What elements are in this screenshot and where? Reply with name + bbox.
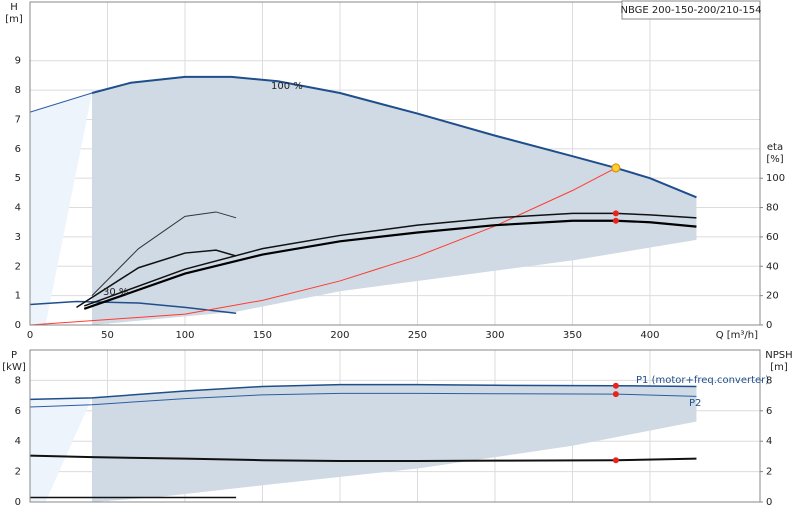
annotation: 30 % <box>103 287 128 298</box>
y-tick-label: 3 <box>15 232 21 243</box>
curve <box>91 211 237 296</box>
y-tick-label: 0 <box>15 320 21 331</box>
curve <box>83 219 697 310</box>
x-tick-label: 100 <box>175 330 194 341</box>
curve <box>83 212 697 307</box>
x-tick-label: 50 <box>101 330 114 341</box>
y-tick-label: 8 <box>15 85 21 96</box>
y2-tick-label: 40 <box>766 261 779 272</box>
x-label: Q [m³/h] <box>716 330 758 341</box>
curve <box>91 75 697 199</box>
duty-point <box>612 457 619 464</box>
operating-area <box>30 93 92 325</box>
y-tick-label: 1 <box>15 291 21 302</box>
duty-point <box>612 382 619 389</box>
y-tick-label: 5 <box>15 173 21 184</box>
y2-tick-label: 60 <box>766 232 779 243</box>
x-tick-label: 150 <box>253 330 272 341</box>
duty-point <box>611 163 621 173</box>
y-tick-label: 6 <box>15 144 21 155</box>
x-tick-label: 250 <box>408 330 427 341</box>
y-label: H <box>10 2 18 13</box>
y-unit: [m] <box>5 14 23 25</box>
annotation: 100 % <box>271 81 303 92</box>
y2-tick-label: 6 <box>766 406 772 417</box>
y2-unit: [m] <box>770 362 788 373</box>
duty-point <box>612 391 619 398</box>
y-unit: [kW] <box>2 362 26 373</box>
y2-tick-label: 80 <box>766 203 779 214</box>
y2-unit: [%] <box>766 154 783 165</box>
y2-tick-label: 100 <box>766 173 785 184</box>
curve <box>29 92 93 113</box>
annotation: P1 (motor+freq.converter) <box>636 375 769 386</box>
y-tick-label: 4 <box>15 203 21 214</box>
x-tick-label: 0 <box>27 330 33 341</box>
operating-area <box>91 76 697 325</box>
duty-point <box>612 210 619 217</box>
operating-area <box>91 384 697 502</box>
curve <box>29 383 697 401</box>
curve <box>29 167 617 326</box>
curve <box>29 300 237 315</box>
y-label: P <box>11 350 17 361</box>
x-tick-label: 300 <box>485 330 504 341</box>
y-tick-label: 4 <box>15 436 21 447</box>
y2-tick-label: 0 <box>766 497 772 508</box>
y2-tick-label: 8 <box>766 375 772 386</box>
plot-frame <box>29 1 761 326</box>
y2-label: eta <box>767 142 783 153</box>
plot-frame <box>29 349 761 503</box>
x-tick-label: 400 <box>640 330 659 341</box>
title-box <box>621 0 761 20</box>
curve <box>76 249 237 309</box>
y-tick-label: 0 <box>15 497 21 508</box>
duty-point <box>612 217 619 224</box>
y-tick-label: 7 <box>15 114 21 125</box>
y2-tick-label: 4 <box>766 436 772 447</box>
curve <box>29 454 697 462</box>
y-tick-label: 2 <box>15 261 21 272</box>
annotation: P2 <box>689 398 701 409</box>
y2-tick-label: 20 <box>766 291 779 302</box>
x-tick-label: 350 <box>563 330 582 341</box>
y-tick-label: 6 <box>15 406 21 417</box>
x-tick-label: 200 <box>330 330 349 341</box>
y-tick-label: 9 <box>15 56 21 67</box>
y2-tick-label: 2 <box>766 467 772 478</box>
y2-label: NPSH <box>765 350 792 361</box>
y-tick-label: 8 <box>15 375 21 386</box>
operating-area <box>30 397 92 502</box>
y2-tick-label: 0 <box>766 320 772 331</box>
curve <box>29 392 697 408</box>
chart-title: NBGE 200-150-200/210-154 <box>620 5 761 16</box>
y-tick-label: 2 <box>15 467 21 478</box>
